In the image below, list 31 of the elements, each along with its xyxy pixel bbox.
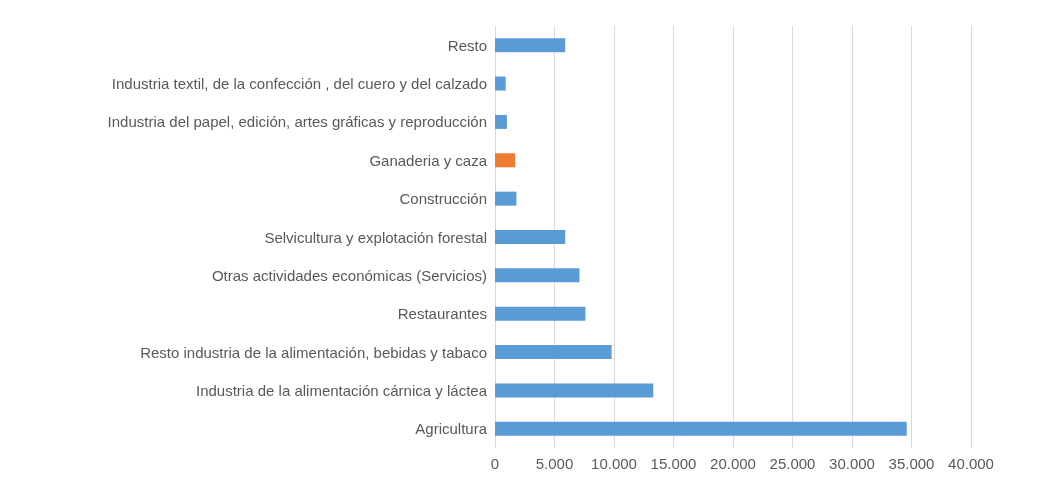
x-tick-label: 40.000 [948,455,994,472]
y-tick-label: Resto [447,36,487,54]
y-tick-label: Agricultura [415,420,488,438]
x-tick-label: 10.000 [591,455,637,472]
bar [495,421,907,436]
x-tick-label: 5.000 [535,455,574,472]
bar [495,76,506,91]
bar [495,268,580,283]
x-tick-label: 15.000 [650,455,697,472]
y-tick-label: Selvicultura y explotación forestal [264,228,487,246]
y-tick-label: Ganaderia y caza [369,151,488,169]
bar [495,383,654,398]
y-tick-label: Industria textil, de la confección , del cuero y del calzado [111,75,487,93]
y-tick-label: Resto industria de la alimentación, bebidas y tabaco [140,343,487,361]
bar [495,230,566,244]
bar [495,114,507,129]
x-tick-label: 20.000 [710,455,756,472]
y-tick-label: Construcción [399,190,487,208]
x-tick-label: 30.000 [829,455,875,472]
x-tick-label: 0 [490,455,500,472]
bar [495,306,586,321]
x-tick-label: 35.000 [888,455,935,472]
bar [495,345,612,360]
bar [495,191,517,206]
y-tick-label: Industria del papel, edición, artes gráficas y reproducción [107,113,487,131]
bar [495,38,566,53]
y-tick-label: Restaurantes [397,305,487,323]
x-tick-label: 25.000 [769,455,816,472]
bar [495,153,516,168]
y-tick-label: Otras actividades económicas (Servicios) [211,266,487,284]
y-tick-label: Industria de la alimentación cárnica y láctea [196,381,488,399]
